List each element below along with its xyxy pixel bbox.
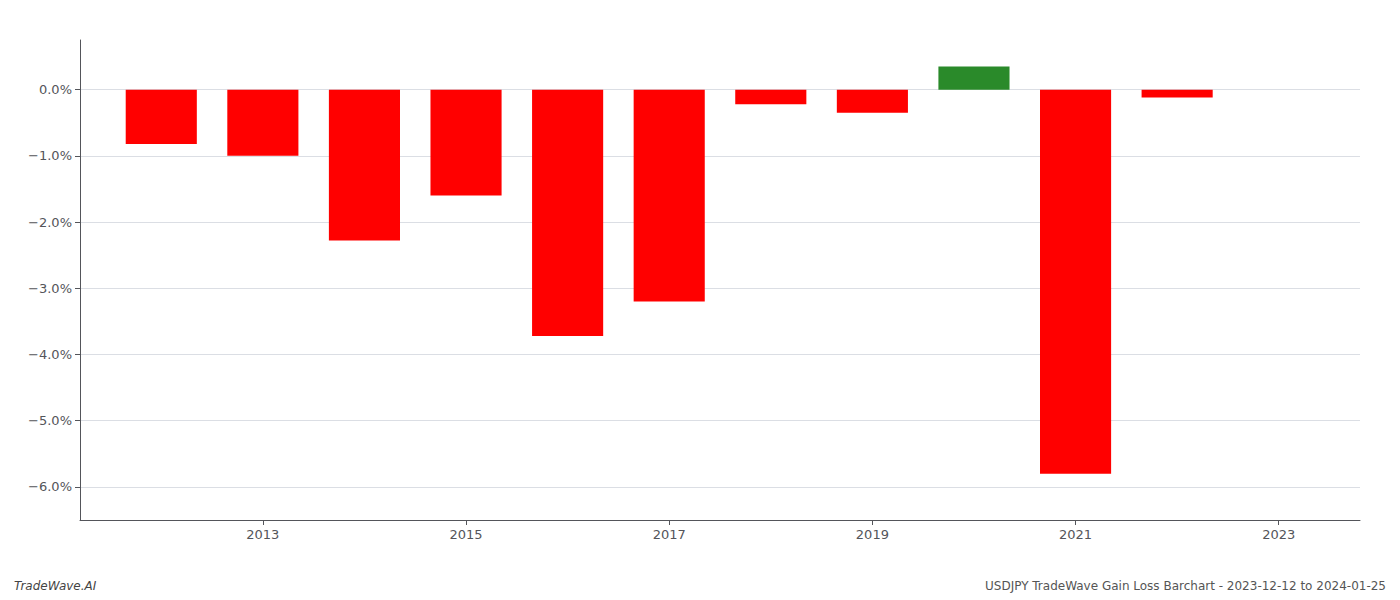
svg-text:−6.0%: −6.0% (28, 479, 72, 494)
svg-text:2021: 2021 (1059, 527, 1092, 542)
svg-text:USDJPY TradeWave Gain Loss Bar: USDJPY TradeWave Gain Loss Barchart - 20… (985, 579, 1386, 593)
svg-text:−3.0%: −3.0% (28, 281, 72, 296)
svg-text:2019: 2019 (856, 527, 889, 542)
svg-text:2023: 2023 (1262, 527, 1295, 542)
svg-text:2013: 2013 (246, 527, 279, 542)
svg-text:−5.0%: −5.0% (28, 413, 72, 428)
svg-text:0.0%: 0.0% (39, 82, 72, 97)
svg-text:2015: 2015 (449, 527, 482, 542)
svg-text:−1.0%: −1.0% (28, 148, 72, 163)
svg-text:−2.0%: −2.0% (28, 215, 72, 230)
svg-text:2017: 2017 (653, 527, 686, 542)
svg-text:−4.0%: −4.0% (28, 347, 72, 362)
svg-text:TradeWave.AI: TradeWave.AI (14, 579, 97, 593)
